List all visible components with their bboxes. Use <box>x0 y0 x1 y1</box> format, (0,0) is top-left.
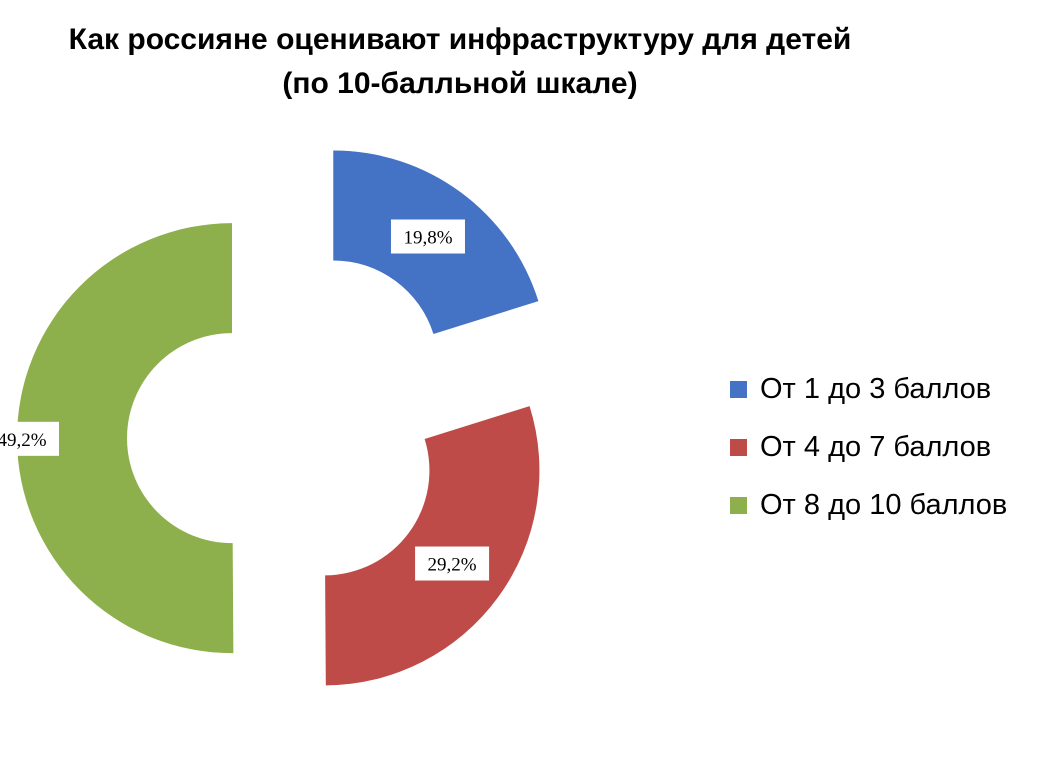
legend-item: От 8 до 10 баллов <box>730 476 1007 534</box>
doughnut-slice <box>16 223 234 654</box>
data-label: 29,2% <box>415 546 490 581</box>
data-label-box <box>415 546 490 581</box>
data-label-text: 49,2% <box>0 430 47 451</box>
legend-label: От 8 до 10 баллов <box>760 488 1008 521</box>
chart-title: Как россияне оценивают инфраструктуру дл… <box>0 18 920 106</box>
legend-swatch <box>730 496 747 514</box>
legend-swatch <box>730 380 747 398</box>
chart-title-line2: (по 10-балльной шкале) <box>282 67 638 100</box>
legend-swatch <box>730 438 747 456</box>
data-label-text: 19,8% <box>403 228 452 249</box>
chart-title-line1: Как россияне оценивают инфраструктуру дл… <box>68 23 852 56</box>
data-label-box <box>390 219 465 254</box>
legend-label: От 4 до 7 баллов <box>760 430 992 463</box>
chart-legend: От 1 до 3 баллов От 4 до 7 баллов От 8 до … <box>730 360 1007 534</box>
doughnut-slice <box>325 406 540 686</box>
legend-item: От 4 до 7 баллов <box>730 418 1007 476</box>
data-label-box <box>0 421 60 456</box>
data-label: 49,2% <box>0 421 60 456</box>
legend-label: От 1 до 3 баллов <box>760 372 992 405</box>
data-label-text: 29,2% <box>428 555 477 576</box>
legend-item: От 1 до 3 баллов <box>730 360 1007 418</box>
data-label: 19,8% <box>390 219 465 254</box>
